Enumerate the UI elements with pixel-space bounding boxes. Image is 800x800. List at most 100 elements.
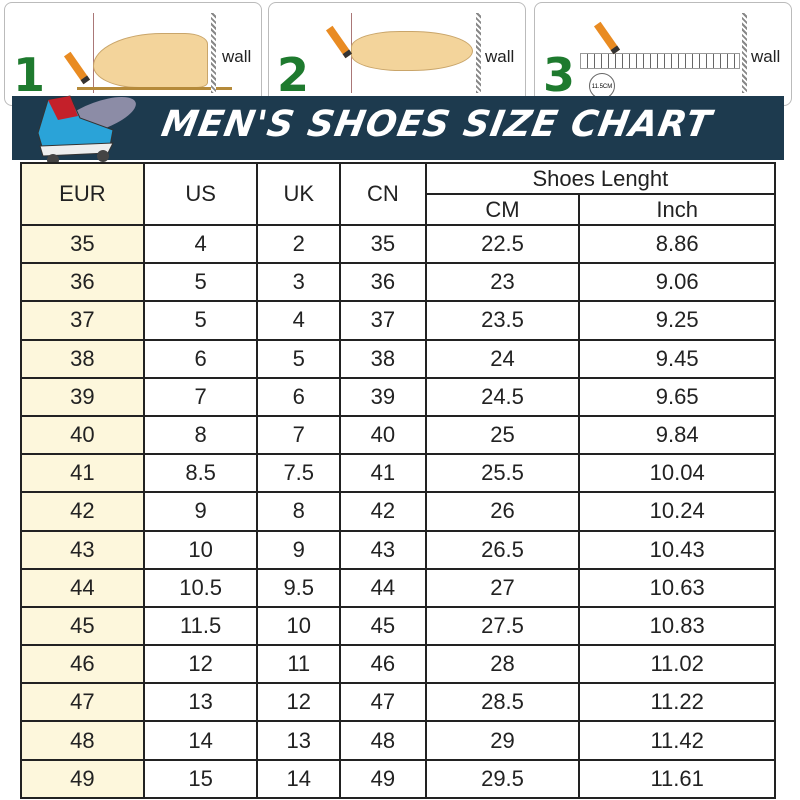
marker-line (93, 13, 94, 93)
cell-eur: 35 (20, 223, 145, 265)
step-panel-3: 3 11.5CM wall (534, 2, 792, 106)
cell-cn: 42 (339, 491, 427, 532)
cell-us: 11.5 (142, 605, 259, 647)
cell-us: 9 (142, 491, 259, 532)
cell-cm: 24.5 (424, 376, 581, 417)
header-inch: Inch (578, 193, 776, 226)
wall-icon (476, 13, 481, 93)
table-row: 41 8.5 7.5 41 25.5 10.04 (20, 453, 776, 494)
table-row: 37 5 4 37 23.5 9.25 (20, 300, 776, 341)
table-row: 44 10.5 9.5 44 27 10.63 (20, 567, 776, 608)
pencil-icon (593, 21, 621, 55)
cell-inch: 9.45 (578, 338, 776, 379)
cell-uk: 10 (256, 605, 342, 647)
cell-uk: 2 (256, 223, 342, 265)
cell-cn: 41 (339, 453, 427, 494)
wall-icon (211, 13, 216, 93)
cell-cm: 29.5 (424, 758, 581, 799)
banner-title: MEN'S SHOES SIZE CHART (158, 104, 715, 145)
cell-uk: 7.5 (256, 453, 342, 494)
cell-inch: 8.86 (578, 223, 776, 265)
header-cm: CM (424, 193, 581, 226)
table-row: 38 6 5 38 24 9.45 (20, 338, 776, 379)
cell-uk: 9.5 (256, 567, 342, 608)
header-cn: CN (339, 162, 427, 226)
cell-inch: 9.65 (578, 376, 776, 417)
cell-inch: 11.02 (578, 644, 776, 685)
cell-uk: 13 (256, 720, 342, 761)
cell-inch: 10.24 (578, 491, 776, 532)
cell-cn: 43 (339, 529, 427, 570)
cell-us: 5 (142, 300, 259, 341)
cell-cn: 39 (339, 376, 427, 417)
step-panel-1: 1 wall (4, 2, 262, 106)
cell-eur: 47 (20, 682, 145, 723)
cell-uk: 9 (256, 529, 342, 570)
cell-cn: 45 (339, 605, 427, 647)
wall-label: wall (485, 47, 515, 66)
ruler-icon (580, 53, 740, 69)
cell-us: 7 (142, 376, 259, 417)
cell-inch: 9.06 (578, 262, 776, 303)
cell-uk: 4 (256, 300, 342, 341)
step-panel-2: 2 wall (268, 2, 526, 106)
cell-cm: 28.5 (424, 682, 581, 723)
cell-eur: 46 (20, 644, 145, 685)
cell-us: 8.5 (142, 453, 259, 494)
cell-cn: 48 (339, 720, 427, 761)
foot-side-illustration (93, 33, 208, 88)
table-row: 49 15 14 49 29.5 11.61 (20, 758, 776, 799)
foot-top-illustration (351, 31, 473, 71)
cell-inch: 10.63 (578, 567, 776, 608)
header-uk: UK (256, 162, 342, 226)
pencil-icon (63, 51, 91, 85)
cell-cn: 47 (339, 682, 427, 723)
table-row: 48 14 13 48 29 11.42 (20, 720, 776, 761)
table-row: 45 11.5 10 45 27.5 10.83 (20, 605, 776, 647)
cell-uk: 8 (256, 491, 342, 532)
pencil-icon (325, 25, 353, 59)
cell-us: 6 (142, 338, 259, 379)
cell-inch: 11.22 (578, 682, 776, 723)
cell-us: 5 (142, 262, 259, 303)
header-us: US (142, 162, 259, 226)
cell-eur: 40 (20, 414, 145, 456)
table-row: 47 13 12 47 28.5 11.22 (20, 682, 776, 723)
cell-us: 13 (142, 682, 259, 723)
cell-eur: 36 (20, 262, 145, 303)
step-number: 1 (13, 48, 46, 102)
cell-eur: 44 (20, 567, 145, 608)
floor-line (77, 87, 232, 90)
cell-inch: 9.84 (578, 414, 776, 456)
table-row: 42 9 8 42 26 10.24 (20, 491, 776, 532)
cell-cm: 23.5 (424, 300, 581, 341)
cell-cm: 25.5 (424, 453, 581, 494)
cell-uk: 14 (256, 758, 342, 799)
cell-uk: 7 (256, 414, 342, 456)
cell-eur: 37 (20, 300, 145, 341)
cell-cm: 26.5 (424, 529, 581, 570)
cell-cm: 22.5 (424, 223, 581, 265)
table-row: 46 12 11 46 28 11.02 (20, 644, 776, 685)
cell-uk: 11 (256, 644, 342, 685)
cell-cn: 44 (339, 567, 427, 608)
step-number: 3 (543, 48, 576, 102)
cell-cm: 23 (424, 262, 581, 303)
cell-cn: 40 (339, 414, 427, 456)
cell-inch: 11.42 (578, 720, 776, 761)
cell-inch: 10.04 (578, 453, 776, 494)
cell-cm: 27 (424, 567, 581, 608)
cell-us: 15 (142, 758, 259, 799)
cell-us: 12 (142, 644, 259, 685)
title-banner: MEN'S SHOES SIZE CHART (12, 96, 784, 160)
cell-eur: 42 (20, 491, 145, 532)
cell-cm: 25 (424, 414, 581, 456)
sneaker-skateboard-icon (37, 95, 136, 166)
cell-cn: 46 (339, 644, 427, 685)
cell-cm: 24 (424, 338, 581, 379)
cell-cm: 29 (424, 720, 581, 761)
cell-uk: 12 (256, 682, 342, 723)
wall-label: wall (751, 47, 781, 66)
cell-cm: 28 (424, 644, 581, 685)
table-row: 40 8 7 40 25 9.84 (20, 414, 776, 456)
